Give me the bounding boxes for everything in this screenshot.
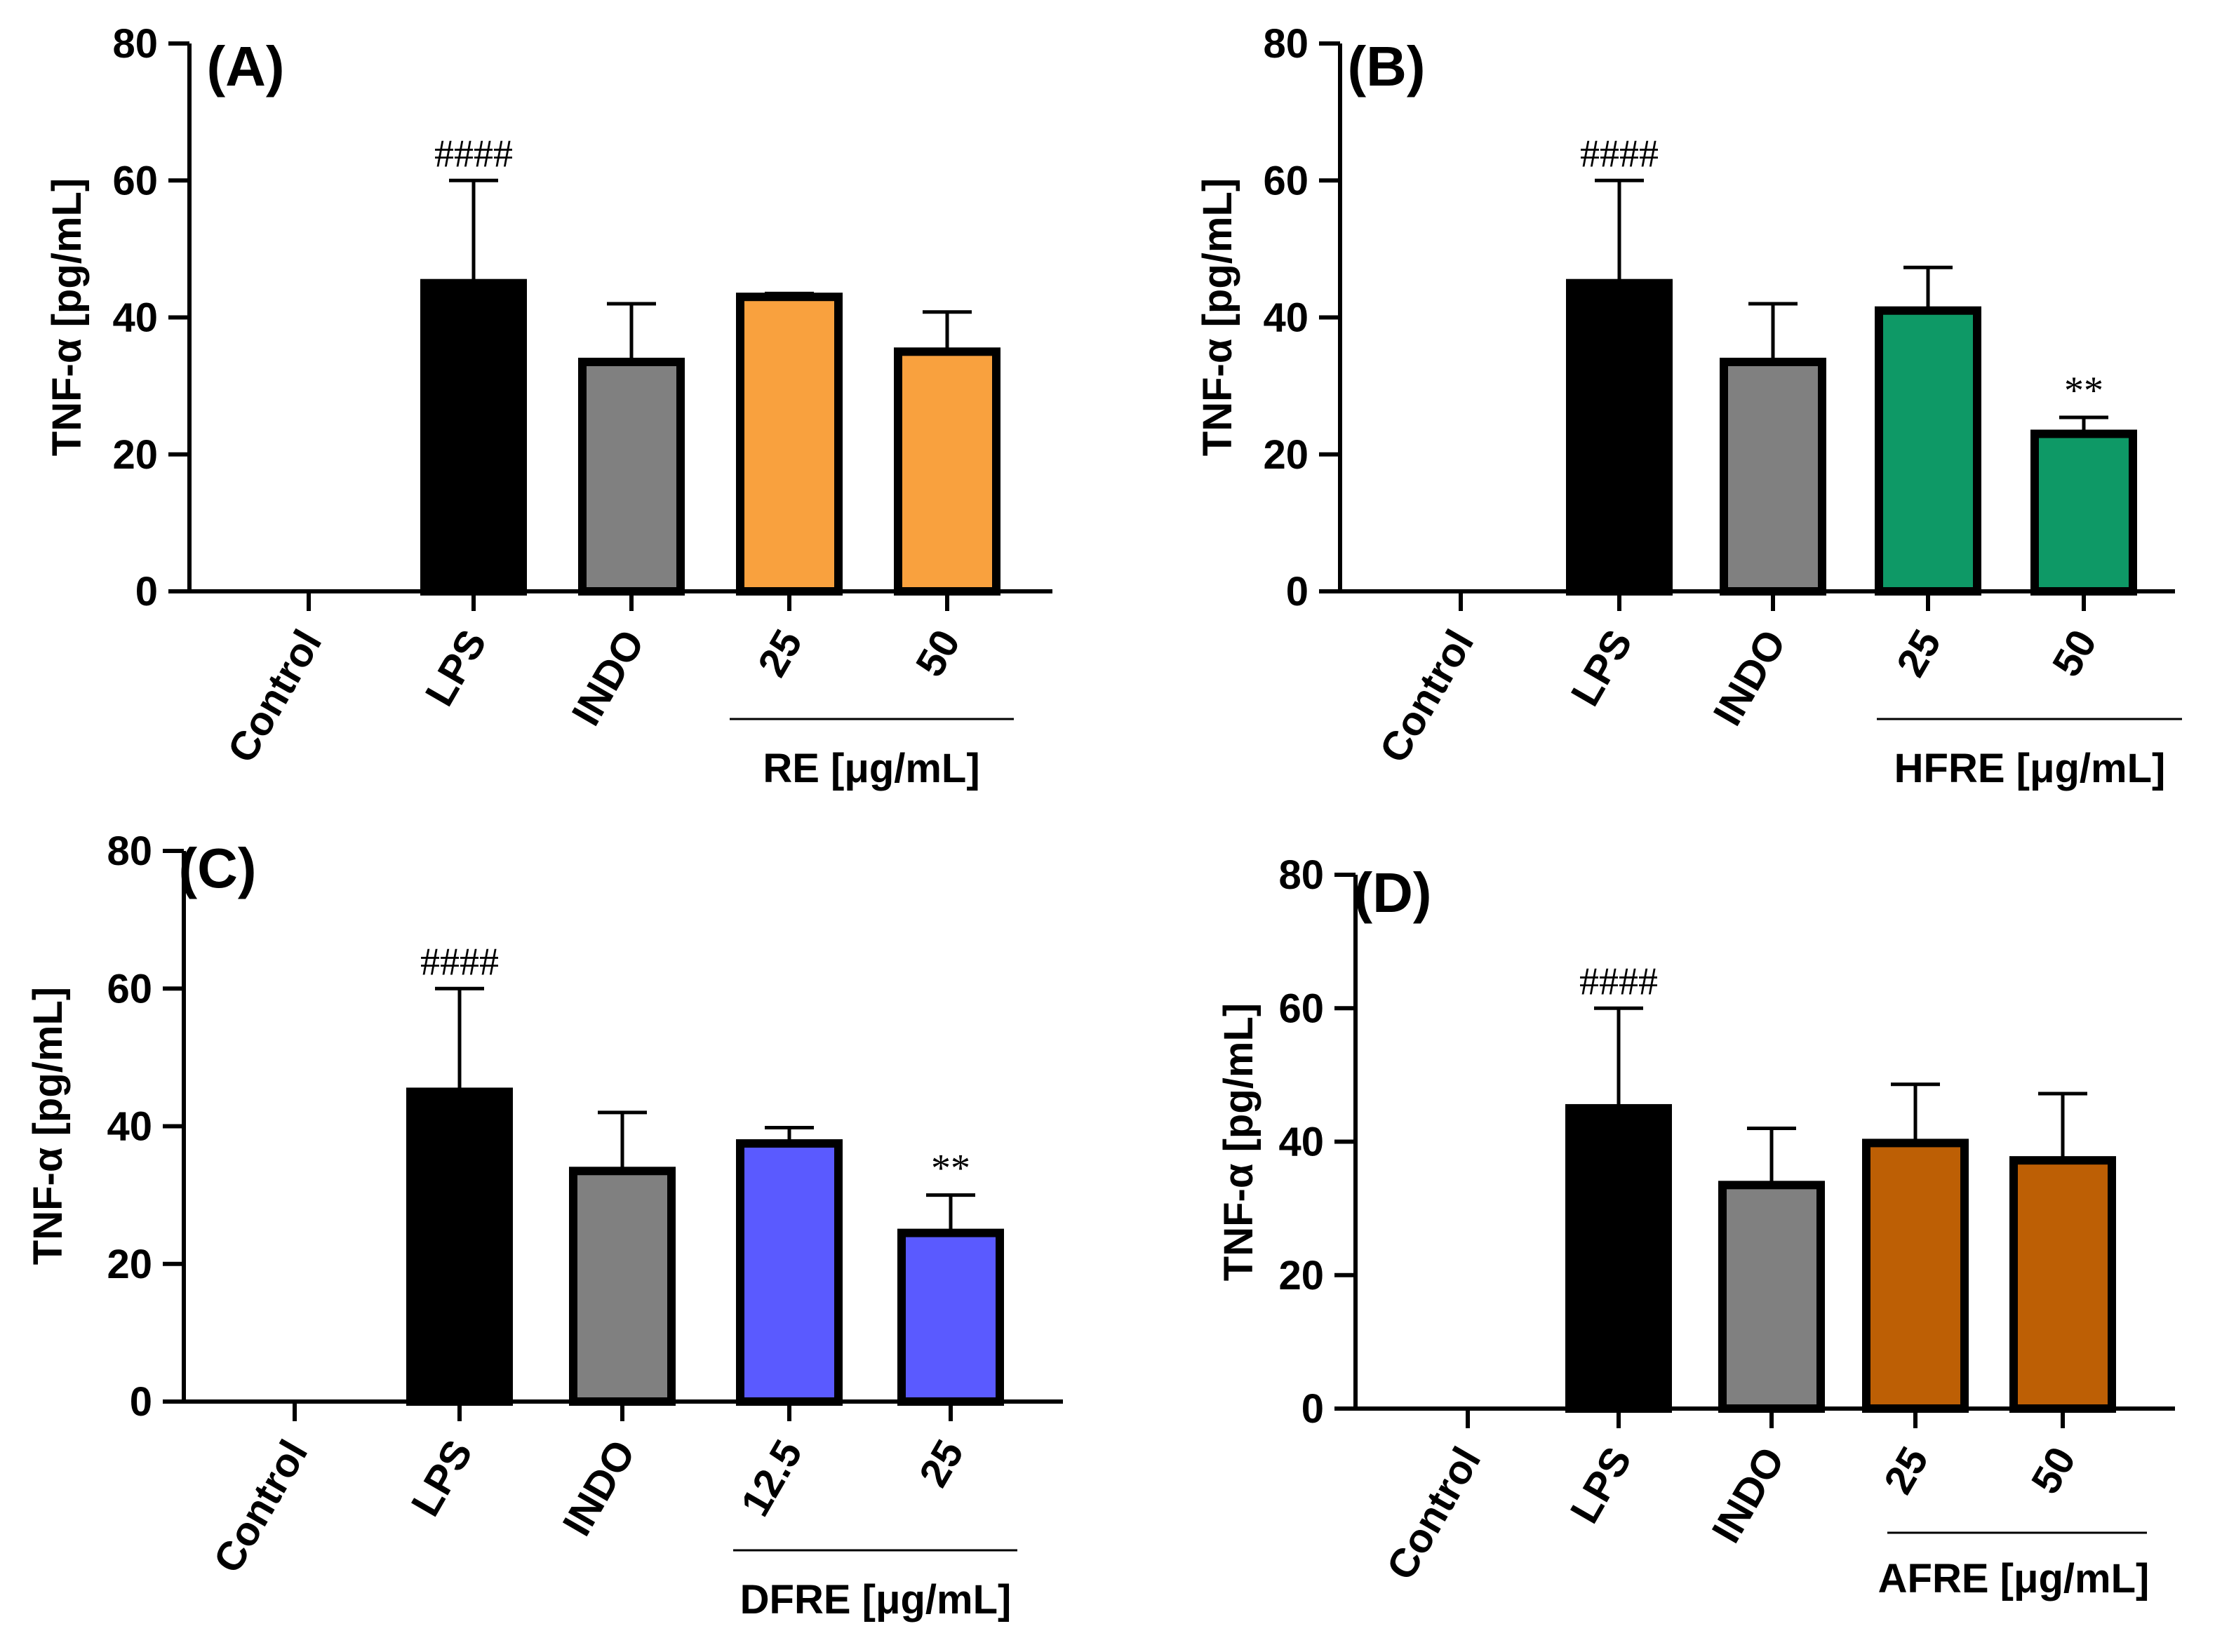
- bar: [1862, 1139, 1969, 1413]
- x-category-label: Control: [1371, 622, 1483, 770]
- group-label: RE [μg/mL]: [763, 746, 979, 791]
- x-category-label: Control: [205, 1432, 316, 1580]
- group-label: DFRE [μg/mL]: [740, 1577, 1012, 1623]
- bar: [894, 347, 1000, 596]
- x-category-label: 25: [911, 1432, 973, 1494]
- bar: [569, 1167, 676, 1406]
- x-category-label: INDO: [554, 1432, 644, 1543]
- y-tick-label: 0: [1286, 569, 1309, 615]
- bar: [578, 357, 685, 596]
- y-tick-label: 0: [1301, 1386, 1324, 1432]
- bar: [1875, 306, 1981, 596]
- x-category-label: 25: [1888, 622, 1950, 684]
- chart-panel-c: (C) TNF-α [pg/mL] 0 20 40 60 80 #### ** Control LP…: [25, 828, 1063, 1623]
- x-category-label: 50: [907, 622, 970, 684]
- y-tick-label: 20: [1278, 1253, 1324, 1298]
- significance-label: ####: [434, 132, 513, 175]
- panel-title: (D): [1353, 861, 1431, 924]
- x-category-label: Control: [1378, 1439, 1490, 1587]
- panel-title: (B): [1347, 35, 1425, 98]
- significance-label: **: [931, 1147, 970, 1190]
- bar: [1720, 357, 1826, 596]
- y-tick-label: 40: [112, 295, 158, 341]
- y-tick-label: 0: [135, 569, 158, 615]
- bar: [2009, 1156, 2116, 1413]
- y-tick-label: 0: [130, 1379, 152, 1425]
- y-tick-label: 80: [107, 828, 152, 874]
- x-category-label: INDO: [563, 622, 653, 733]
- y-tick-label: 40: [1263, 295, 1309, 341]
- y-tick-label: 60: [112, 158, 158, 203]
- y-tick-label: 60: [1278, 986, 1324, 1031]
- y-axis-label: TNF-α [pg/mL]: [44, 178, 90, 456]
- y-tick-label: 80: [1263, 21, 1309, 67]
- x-category-label: LPS: [1562, 1439, 1641, 1531]
- bar: [406, 1087, 513, 1406]
- significance-label: ####: [420, 940, 499, 983]
- y-axis-label: TNF-α [pg/mL]: [1195, 178, 1240, 456]
- group-label: AFRE [μg/mL]: [1878, 1556, 2150, 1601]
- x-category-label: Control: [219, 622, 330, 770]
- significance-label: ####: [1579, 960, 1658, 1003]
- y-tick-label: 40: [1278, 1120, 1324, 1165]
- y-axis-label: TNF-α [pg/mL]: [25, 987, 71, 1265]
- x-category-label: 12.5: [732, 1432, 812, 1524]
- y-tick-label: 60: [107, 966, 152, 1012]
- chart-panel-d: (D) TNF-α [pg/mL] 0 20 40 60 80 #### Control LPS I…: [1216, 852, 2175, 1601]
- bar: [1566, 278, 1673, 596]
- y-tick-label: 40: [107, 1104, 152, 1150]
- bar: [1718, 1181, 1825, 1413]
- group-label: HFRE [μg/mL]: [1894, 746, 2166, 791]
- chart-panel-b: (B) TNF-α [pg/mL] 0 20 40 60 80 #### ** Control LP…: [1195, 21, 2182, 791]
- x-category-label: LPS: [1562, 622, 1642, 713]
- y-tick-label: 20: [1263, 432, 1309, 478]
- x-category-label: INDO: [1703, 1439, 1793, 1550]
- y-axis-label: TNF-α [pg/mL]: [1216, 1003, 1261, 1281]
- y-tick-label: 20: [112, 432, 158, 478]
- bar: [736, 293, 843, 596]
- x-category-label: INDO: [1704, 622, 1795, 733]
- significance-label: ####: [1580, 132, 1659, 175]
- y-tick-label: 80: [112, 21, 158, 67]
- x-category-label: 50: [2023, 1439, 2085, 1501]
- x-category-label: LPS: [403, 1432, 482, 1524]
- chart-panel-a: (A) TNF-α [pg/mL] 0 20 40 60 80 #### Control LPS I…: [44, 21, 1052, 791]
- bar: [897, 1228, 1004, 1406]
- panel-title: (C): [178, 837, 256, 899]
- y-tick-label: 60: [1263, 158, 1309, 203]
- x-category-label: 25: [749, 622, 812, 684]
- bar: [420, 278, 527, 596]
- x-category-label: LPS: [417, 622, 496, 713]
- x-category-label: 25: [1875, 1439, 1938, 1501]
- x-category-label: 50: [2044, 622, 2106, 684]
- bar: [2030, 429, 2137, 596]
- y-tick-label: 80: [1278, 852, 1324, 898]
- y-tick-label: 20: [107, 1242, 152, 1287]
- panel-title: (A): [206, 35, 284, 98]
- bar: [1565, 1103, 1672, 1413]
- bar: [736, 1139, 843, 1406]
- significance-label: **: [2064, 369, 2103, 412]
